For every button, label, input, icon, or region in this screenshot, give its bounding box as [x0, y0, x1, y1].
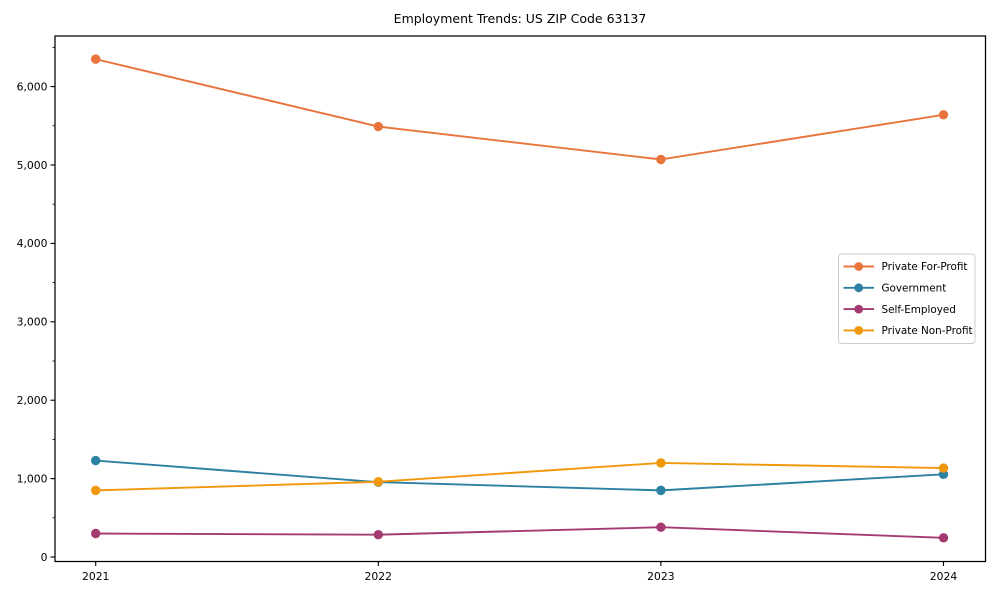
legend-box [838, 253, 976, 344]
series-line-private-for-profit [94, 58, 945, 161]
legend-label-self-employed: Self-Employed [882, 304, 956, 316]
series-marker-self-employed [938, 533, 949, 543]
legend: Private For-Profit Government Self-Employe… [838, 253, 976, 344]
y-axis-tick-label: 3,000 [17, 316, 48, 329]
series-line-government [94, 459, 945, 492]
series-marker-private-non-profit [656, 458, 666, 468]
series-marker-private-non-profit [91, 485, 101, 496]
plot-layer: 0 1,000 2,000 3,000 4,000 5,000 6,000 2021 2022 2… [17, 35, 987, 583]
legend-label-private-non-profit: Private Non-Profit [882, 325, 973, 337]
y-axis-tick-label: 0 [41, 551, 48, 564]
x-axis-tick-label: 2021 [82, 570, 109, 583]
legend-marker-private-non-profit [854, 326, 864, 335]
series-marker-private-for-profit [91, 54, 101, 64]
series-marker-self-employed [656, 522, 666, 532]
series-line-self-employed [94, 526, 945, 539]
x-axis-tick-label: 2024 [930, 570, 958, 583]
series-marker-self-employed [91, 528, 101, 539]
legend-marker-self-employed [854, 304, 864, 314]
series-marker-self-employed [373, 529, 383, 540]
series-marker-private-for-profit [373, 121, 383, 132]
plot-area-border [54, 35, 987, 563]
chart-title: Employment Trends: US ZIP Code 63137 [394, 11, 647, 26]
y-axis-tick-label: 2,000 [17, 394, 48, 407]
legend-label-government: Government [882, 283, 947, 295]
y-axis-tick-label: 5,000 [17, 159, 48, 172]
x-axis-tick-label: 2022 [365, 570, 392, 583]
x-axis-tick-label: 2023 [647, 570, 674, 583]
y-axis-tick-label: 4,000 [17, 237, 48, 250]
series-marker-private-for-profit [938, 110, 949, 120]
legend-label-private-for-profit: Private For-Profit [882, 261, 968, 273]
legend-marker-government [854, 283, 864, 293]
y-axis-tick-label: 6,000 [17, 80, 48, 93]
series-marker-private-non-profit [938, 463, 949, 473]
series-marker-private-non-profit [373, 477, 383, 487]
series-marker-private-for-profit [656, 154, 666, 165]
series-marker-government [656, 485, 666, 496]
y-axis-tick-label: 1,000 [17, 472, 48, 485]
legend-marker-private-for-profit [854, 262, 864, 271]
series-line-private-non-profit [94, 461, 945, 492]
series-marker-government [91, 455, 101, 466]
